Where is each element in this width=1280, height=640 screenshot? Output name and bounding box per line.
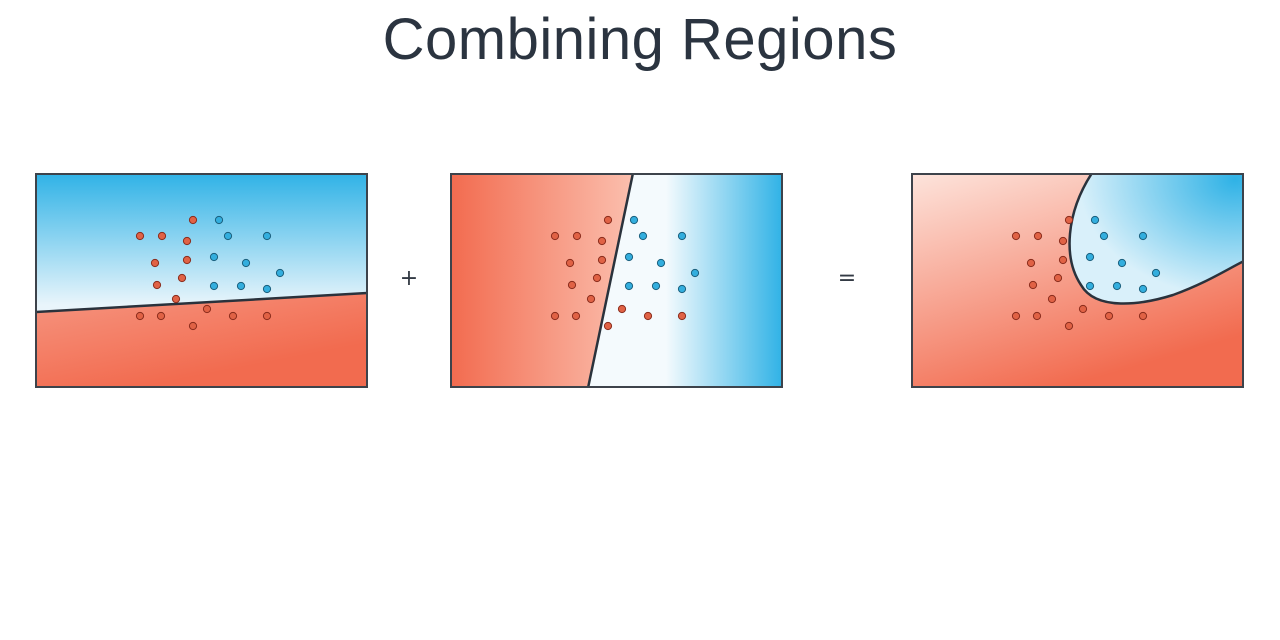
- blue-points: [209, 215, 285, 294]
- decision-boundary: [586, 174, 635, 387]
- blue-points: [1085, 215, 1161, 294]
- red-points: [135, 215, 272, 331]
- red-points: [1011, 215, 1148, 331]
- blue-region: [36, 174, 367, 312]
- panel-frame: [911, 173, 1244, 388]
- blue-region: [588, 174, 782, 387]
- equals-operator: =: [837, 266, 857, 291]
- panel-horizontal-svg: [35, 173, 368, 388]
- panel-vertical-boundary: [450, 173, 783, 388]
- decision-boundary: [36, 291, 367, 314]
- red-points: [550, 215, 687, 331]
- decision-boundary: [1068, 174, 1243, 305]
- panel-combined-svg: [911, 173, 1244, 388]
- plus-operator: +: [399, 266, 419, 291]
- page-title: Combining Regions: [382, 7, 898, 72]
- panel-combined-boundary: [911, 173, 1244, 388]
- blue-region: [1069, 174, 1243, 304]
- panel-horizontal-boundary: [35, 173, 368, 388]
- panel-frame: [35, 173, 368, 388]
- panel-vertical-svg: [450, 173, 783, 388]
- blue-points: [624, 215, 700, 294]
- panel-frame: [450, 173, 783, 388]
